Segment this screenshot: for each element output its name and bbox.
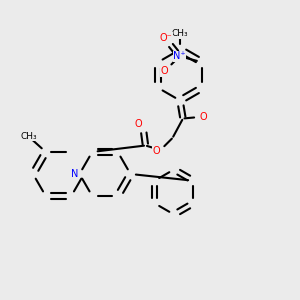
Text: CH₃: CH₃ bbox=[172, 29, 188, 38]
Text: N: N bbox=[71, 169, 79, 179]
Text: O: O bbox=[134, 118, 142, 129]
Text: O: O bbox=[160, 66, 168, 76]
Text: O: O bbox=[200, 112, 208, 122]
Text: CH₃: CH₃ bbox=[21, 131, 38, 140]
Text: O⁻: O⁻ bbox=[160, 33, 172, 43]
Text: O: O bbox=[152, 146, 160, 157]
Text: N⁺: N⁺ bbox=[173, 51, 186, 61]
